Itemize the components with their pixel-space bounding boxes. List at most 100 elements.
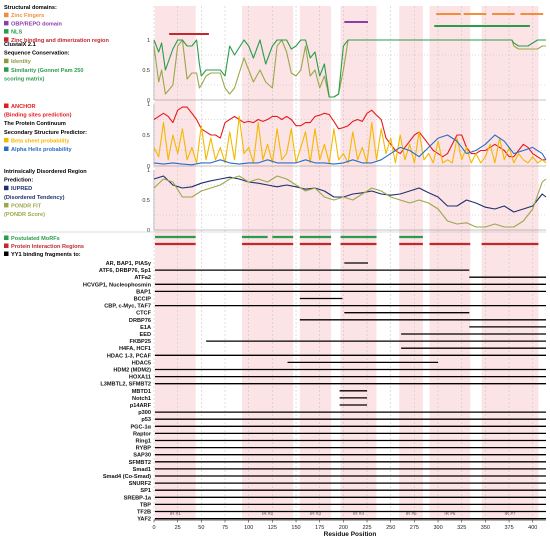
- region-label: IR #5: [406, 511, 417, 516]
- x-axis: IR #1 IR #2 IR #3 IR #4 IR #5 IR #6 IR #7 0 25 50…: [152, 511, 546, 538]
- x-tick-label: 350: [481, 525, 490, 531]
- morfs-panel: [2, 231, 546, 246]
- fragment-label: Notch1: [132, 396, 151, 402]
- legend-label: Alpha Helix probability: [11, 147, 72, 153]
- legend-label: ANCHOR: [11, 104, 36, 110]
- legend-label: YY1 binding fragments to:: [11, 252, 81, 258]
- fragment-label: CTCF: [136, 311, 151, 317]
- legend-label: Protein Interaction Regions: [11, 244, 84, 250]
- legend-label: The Protein Continuum: [4, 121, 66, 127]
- fragment-label: PGC-1α: [130, 424, 151, 430]
- shaded-region-layer: [154, 6, 539, 520]
- legend-marker: [4, 37, 9, 42]
- fragment-label: DRBP76: [129, 318, 151, 324]
- legend-label: (Binding sites prediction): [4, 113, 72, 119]
- legend-marker: [4, 251, 9, 256]
- x-tick-label: 100: [244, 525, 253, 531]
- legend-label: Prediction:: [4, 178, 33, 184]
- legend-label: NLS: [11, 30, 22, 36]
- domains-legend: Structural domains: Zinc Fingers OBP/REPO …: [4, 5, 109, 44]
- region-label: IR #6: [444, 511, 455, 516]
- fragment-label: L3MBTL2, SFMBT2: [100, 382, 151, 388]
- series-line: [153, 134, 547, 166]
- anchor-panel: 00.51: [142, 102, 547, 170]
- fragment-label: SAP30: [133, 453, 151, 459]
- x-tick-label: 375: [504, 525, 513, 531]
- legend-label: Zinc binding and dimerization region: [11, 38, 109, 44]
- fragment-label: BAP1: [136, 289, 151, 295]
- fragment-label: Ring1: [135, 439, 151, 445]
- fragment-label: Smad4 (Co-Smad): [103, 474, 151, 480]
- y-tick-label: 0: [147, 164, 150, 170]
- fragment-label: CBP, c-Myc, TAF7: [104, 304, 151, 310]
- fragment-label: E1A: [140, 325, 151, 331]
- fragment-label: HDAC5: [132, 360, 151, 366]
- fragment-label: Smad1: [133, 467, 151, 473]
- fragment-label: HDM2 (MDM2): [113, 368, 151, 374]
- x-axis-title: Residue Position: [324, 531, 377, 538]
- x-tick-label: 75: [222, 525, 228, 531]
- fragment-label: RYBP: [136, 446, 152, 452]
- series-line: [153, 106, 546, 161]
- fragment-label: p300: [138, 410, 151, 416]
- series-line: [153, 115, 547, 164]
- y-tick-label: 1: [147, 38, 150, 44]
- fragment-label: TF2B: [137, 510, 151, 516]
- x-tick-label: 50: [198, 525, 204, 531]
- y-tick-label: 0.5: [142, 198, 150, 204]
- legend-marker: [4, 29, 9, 34]
- morfs-legend: Postulated MoRFs Protein Interaction Regi…: [4, 235, 84, 258]
- region-label: IR #3: [310, 511, 321, 516]
- fragment-label: HCVGP1, Nucleophosmin: [83, 282, 152, 288]
- shaded-region: [481, 6, 539, 520]
- legend-label: PONDR FIT: [11, 203, 42, 209]
- x-tick-label: 25: [175, 525, 181, 531]
- legend-marker: [4, 58, 9, 64]
- shaded-region: [299, 6, 332, 520]
- legend-marker: [4, 202, 9, 208]
- x-tick-label: 250: [386, 525, 395, 531]
- fragment-label: Raptor: [133, 431, 152, 437]
- legend-label: ClustalX 2.1: [4, 42, 36, 48]
- y-tick-label: 1: [147, 102, 150, 108]
- legend-marker: [4, 137, 9, 143]
- fragment-label: p53: [141, 417, 151, 423]
- x-tick-label: 225: [362, 525, 371, 531]
- shaded-region: [399, 6, 423, 520]
- y-tick-label: 0.5: [142, 133, 150, 139]
- series-line: [153, 175, 547, 228]
- y-tick-label: 0: [147, 98, 150, 104]
- legend-marker: [4, 185, 9, 191]
- domains-panel: [169, 13, 544, 35]
- fragment-label: H4FA, HCF1: [119, 346, 151, 352]
- series-line: [153, 175, 547, 213]
- series-line: [153, 39, 546, 98]
- legend-label: Sequence Conservation:: [4, 51, 70, 57]
- region-label: IR #4: [353, 511, 364, 516]
- legend-label: OBP/REPO domain: [11, 21, 63, 27]
- region-label: IR #7: [505, 511, 516, 516]
- legend-label: Identity: [11, 59, 32, 65]
- legend-label: Intrinsically Disordered Region: [4, 169, 87, 175]
- x-tick-label: 300: [433, 525, 442, 531]
- legend-label: IUPRED: [11, 186, 32, 192]
- x-tick-label: 175: [315, 525, 324, 531]
- legend-marker: [4, 12, 9, 18]
- fragment-label: SFMBT2: [129, 460, 151, 466]
- legend-label: (PONDR Score): [4, 212, 45, 218]
- legend-marker: [4, 67, 9, 72]
- legend-label: Secondary Structure Predictor:: [4, 130, 87, 136]
- y-tick-label: 0.5: [142, 68, 150, 74]
- x-tick-label: 150: [291, 525, 300, 531]
- legend-label: Beta sheet probability: [11, 138, 70, 144]
- legend-label: Similarity (Gonnet Pam 250: [11, 68, 83, 74]
- legend-label: Structural domains:: [4, 5, 57, 11]
- fragment-label: FKBP25: [130, 339, 151, 345]
- shaded-region: [154, 6, 196, 520]
- legend-marker: [4, 103, 9, 108]
- fragment-label: SP1: [140, 488, 151, 494]
- legend-marker: [4, 20, 9, 26]
- legend-label: Postulated MoRFs: [11, 236, 60, 242]
